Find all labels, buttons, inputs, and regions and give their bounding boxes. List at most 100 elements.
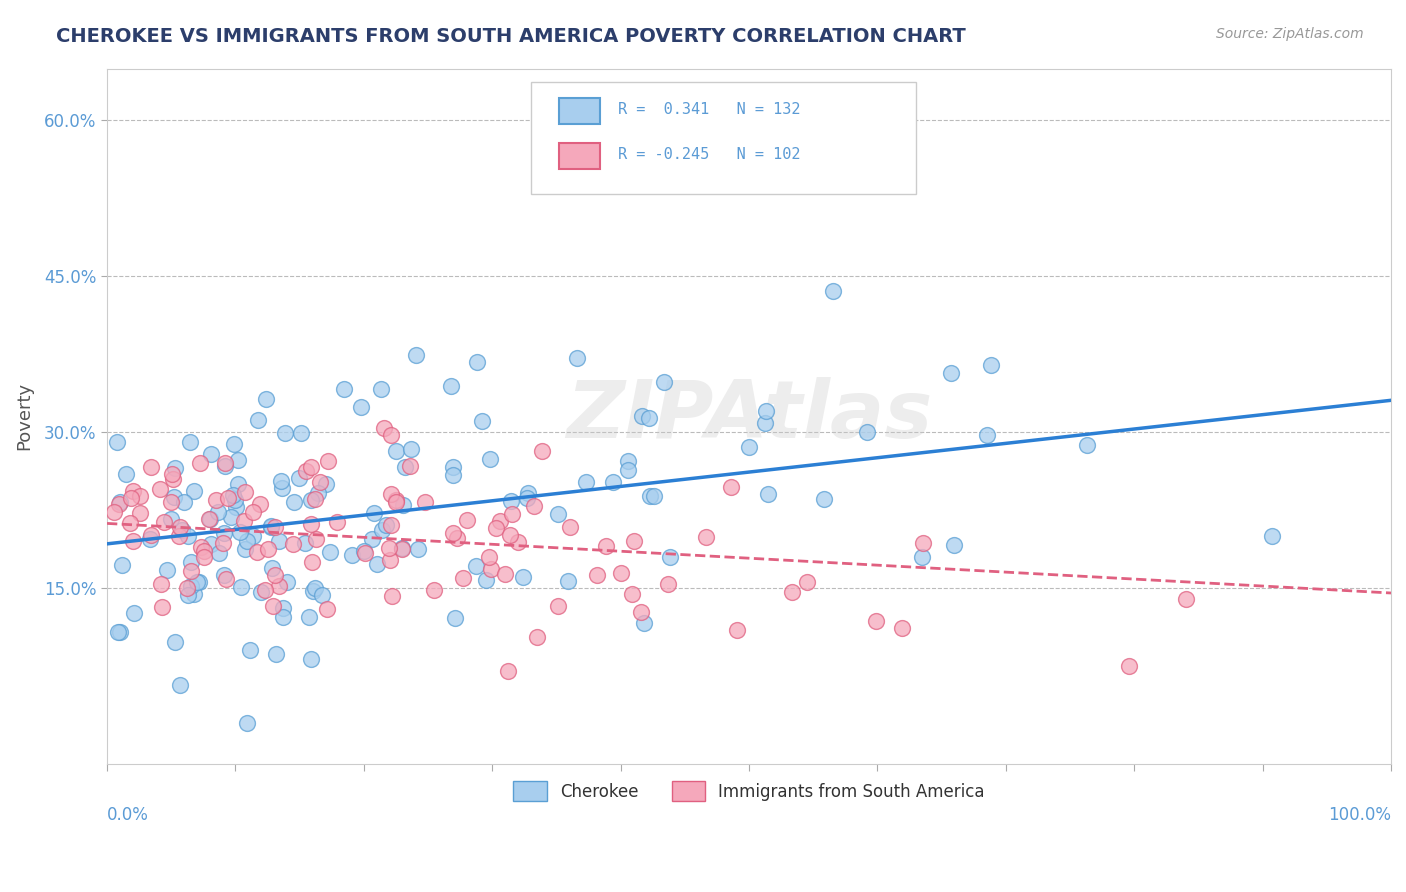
Point [891,621,914,635]
Point [406,542,429,557]
Point [229,524,252,539]
Point [602,475,624,489]
Point [233,542,256,557]
Point [384,443,406,458]
Point [823,284,845,298]
Point [865,614,887,628]
Point [489,514,512,528]
Point [471,414,494,428]
Point [1174,591,1197,606]
Point [496,665,519,679]
Point [370,383,392,397]
Point [384,493,406,508]
Point [165,460,187,475]
Point [479,562,502,576]
Point [475,573,498,587]
Point [270,475,292,489]
Point [162,472,184,486]
Point [620,587,643,601]
Point [271,481,294,495]
Point [150,600,173,615]
Point [253,583,276,598]
Point [440,379,463,393]
Point [464,558,486,573]
Text: 0.0%: 0.0% [107,806,149,824]
Point [214,458,236,473]
Point [516,491,538,505]
Text: CHEROKEE VS IMMIGRANTS FROM SOUTH AMERICA POVERTY CORRELATION CHART: CHEROKEE VS IMMIGRANTS FROM SOUTH AMERIC… [56,27,966,45]
Point [311,588,333,602]
Text: R = -0.245   N = 102: R = -0.245 N = 102 [619,147,800,162]
Point [333,382,356,396]
Point [156,563,179,577]
Point [172,523,194,537]
Point [363,506,385,520]
Point [129,506,152,520]
Point [499,528,522,542]
Point [391,541,413,556]
Point [399,458,422,473]
Point [299,460,322,475]
Point [215,572,238,586]
Point [290,425,312,440]
Point [304,491,326,506]
Point [242,505,264,519]
Point [380,487,402,501]
Point [318,454,340,468]
Point [695,530,717,544]
Point [271,610,294,624]
Point [183,586,205,600]
Point [755,404,778,418]
Legend: Cherokee, Immigrants from South America: Cherokee, Immigrants from South America [506,774,991,808]
Point [405,348,427,362]
Point [353,543,375,558]
Point [264,648,287,662]
Point [939,367,962,381]
Point [391,498,413,512]
Point [247,413,270,427]
Point [942,538,965,552]
Point [654,375,676,389]
Point [233,514,256,528]
Point [308,475,330,490]
Y-axis label: Poverty: Poverty [15,383,32,450]
Point [423,582,446,597]
Point [796,574,818,589]
Point [214,456,236,470]
Point [350,400,373,414]
Point [361,532,384,546]
Point [380,518,402,533]
Point [173,495,195,509]
Point [281,537,304,551]
Point [288,471,311,485]
Point [501,507,523,521]
Point [128,489,150,503]
Point [294,535,316,549]
Point [212,526,235,541]
Point [557,574,579,589]
Point [299,492,322,507]
Point [354,546,377,560]
Point [373,421,395,435]
Point [183,483,205,498]
Text: 100.0%: 100.0% [1329,806,1391,824]
Point [263,520,285,534]
Point [575,475,598,489]
Point [139,532,162,546]
Point [193,549,215,564]
Point [479,451,502,466]
Point [523,499,546,513]
Point [980,358,1002,372]
Point [205,493,228,508]
Point [456,513,478,527]
Point [366,557,388,571]
Point [659,549,682,564]
Point [643,489,665,503]
Point [222,437,245,451]
Point [228,476,250,491]
Point [451,571,474,585]
Point [225,500,247,515]
Point [254,392,277,407]
Point [169,519,191,533]
Point [586,568,609,582]
